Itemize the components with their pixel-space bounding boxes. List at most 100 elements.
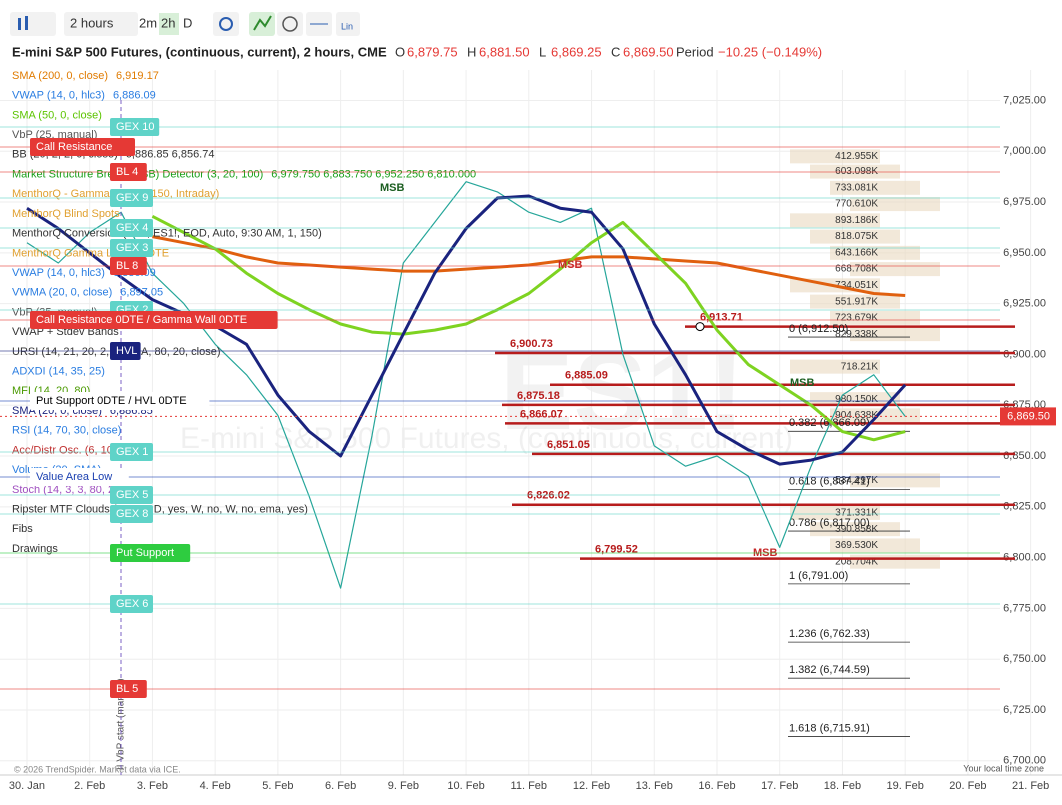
level-tag-label: GEX 1 — [116, 446, 148, 458]
interval-label: 2 hours — [70, 15, 114, 30]
watermark-name: E-mini S&P 500 Futures, (continuous, cur… — [180, 422, 793, 455]
msb-label: MSB — [380, 182, 405, 194]
interval-select[interactable] — [64, 12, 138, 36]
level-tag — [110, 544, 191, 562]
level-tag-label: HVL — [116, 345, 137, 357]
level-label: 6,851.05 — [547, 439, 590, 451]
ohlc-key: H — [467, 44, 476, 59]
indicator-name: MenthorQ Blind Spots — [12, 208, 120, 220]
x-tick-label: 17. Feb — [761, 780, 798, 792]
y-tick-label: 6,775.00 — [1003, 602, 1046, 614]
level-tags: GEX 10 Call Resistance BL 4 GEX 9 GEX 4 GEX 3… — [0, 118, 1000, 698]
toolbar: 2 hours 2m 2h D Lin — [10, 12, 360, 36]
icon — [18, 18, 21, 30]
level-tag-label: GEX 5 — [116, 489, 148, 501]
level-label: 6,799.52 — [595, 543, 638, 555]
level-label: 6,875.18 — [517, 390, 560, 402]
indicator-name: Drawings — [12, 543, 58, 555]
level-tag-label: GEX 4 — [116, 222, 148, 234]
x-tick-label: 10. Feb — [447, 780, 484, 792]
volume-bin — [830, 180, 920, 195]
level-tag — [110, 595, 153, 613]
y-tick-label: 7,025.00 — [1003, 94, 1046, 106]
indicator-name: VWAP (14, 0, hlc3) — [12, 90, 105, 102]
indicator-value: 6,919.17 — [116, 70, 159, 82]
series-line — [26, 181, 906, 589]
icon — [219, 17, 233, 31]
x-tick-label: 20. Feb — [949, 780, 986, 792]
volume-label: 551.917K — [835, 296, 878, 307]
level-tag-label: GEX 10 — [116, 121, 155, 133]
replay-button[interactable] — [277, 12, 303, 36]
level-tag-label: BL 8 — [116, 260, 138, 272]
indicator-name: Acc/Distr Osc. (6, 10) — [12, 444, 117, 456]
level-tag-label: GEX 9 — [116, 192, 148, 204]
volume-label: 733.081K — [835, 182, 878, 193]
volume-bin — [790, 359, 880, 374]
ohlc-key: C — [611, 44, 620, 59]
chart-type-button[interactable] — [10, 12, 56, 36]
level-tag-label: Call Resistance 0DTE / Gamma Wall 0DTE — [36, 314, 247, 326]
option-highlight — [159, 13, 179, 35]
level-tag-label: BL 4 — [116, 166, 138, 178]
level-tag — [110, 342, 141, 360]
x-tick-label: 9. Feb — [388, 780, 419, 792]
indicator-name: VWAP (14, 0, hlc3) — [12, 267, 105, 279]
ohlc-value: 6,869.25 — [551, 44, 602, 59]
volume-bin — [830, 310, 920, 325]
volume-bin — [790, 505, 880, 520]
fib-label: 0.786 (6,817.00) — [789, 517, 870, 529]
volume-bin — [830, 538, 920, 553]
indicator-button[interactable] — [249, 12, 275, 36]
level-tag — [110, 443, 153, 461]
footer-credit: © 2026 TrendSpider. Market data via ICE. — [14, 764, 181, 774]
series-line — [151, 214, 906, 442]
option-2m[interactable]: 2m — [139, 15, 157, 30]
x-tick-label: 12. Feb — [573, 780, 610, 792]
scale-button[interactable] — [336, 12, 360, 36]
y-tick-label: 6,750.00 — [1003, 653, 1046, 665]
period-value: −10.25 (−0.149%) — [718, 44, 822, 59]
indicator-value: 6,886.85 6,856.74 — [126, 149, 215, 161]
icon — [25, 16, 28, 30]
y-tick-label: 6,900.00 — [1003, 348, 1046, 360]
x-tick-label: 5. Feb — [262, 780, 293, 792]
msb-label: MSB — [790, 377, 815, 389]
volume-bin — [830, 245, 920, 260]
level-label: 6,866.07 — [520, 408, 563, 420]
icon — [282, 16, 298, 32]
level-tag-label: Put Support 0DTE / HVL 0DTE — [36, 395, 187, 407]
level-tag — [110, 239, 153, 257]
indicator-name: Fibs — [12, 523, 33, 535]
level-tag-label: GEX 6 — [116, 598, 148, 610]
level-tag — [110, 505, 153, 523]
indicator-name: MenthorQ Conversion (SPY, ES1!, EOD, Aut… — [12, 228, 322, 240]
y-tick-label: 6,825.00 — [1003, 501, 1046, 513]
option-2h[interactable]: 2h — [161, 15, 175, 30]
plot-area: 7,025.00 7,000.00 6,975.00 6,950.00 6,925.00… — [0, 70, 1062, 792]
volume-label: 893.186K — [835, 215, 878, 226]
volume-label: 734.051K — [835, 280, 878, 291]
option-d[interactable]: D — [183, 15, 192, 30]
indicator-value: 6,897.05 — [120, 287, 163, 299]
volume-bin — [850, 327, 940, 342]
volume-label: 904.638K — [835, 410, 878, 421]
last-price-tag — [1000, 407, 1056, 426]
volume-label: 770.610K — [835, 199, 878, 210]
level-label: 6,900.73 — [510, 338, 553, 350]
level-label: 6,826.02 — [527, 490, 570, 502]
x-tick-label: 16. Feb — [698, 780, 735, 792]
fib-label: 0 (6,912.50) — [789, 323, 848, 335]
icon — [253, 15, 272, 31]
y-tick-label: 6,800.00 — [1003, 552, 1046, 564]
volume-bin — [810, 522, 900, 537]
volume-label: 818.075K — [835, 231, 878, 242]
volume-bin — [850, 197, 940, 212]
ohlc-readout: O 6,879.75 H 6,881.50 L 6,869.25 C 6,869.50 — [395, 44, 674, 59]
settings-button[interactable] — [213, 12, 239, 36]
x-tick-label: 13. Feb — [636, 780, 673, 792]
y-tick-label: 6,725.00 — [1003, 704, 1046, 716]
x-tick-label: 30. Jan — [9, 780, 45, 792]
level-tag — [30, 311, 278, 329]
